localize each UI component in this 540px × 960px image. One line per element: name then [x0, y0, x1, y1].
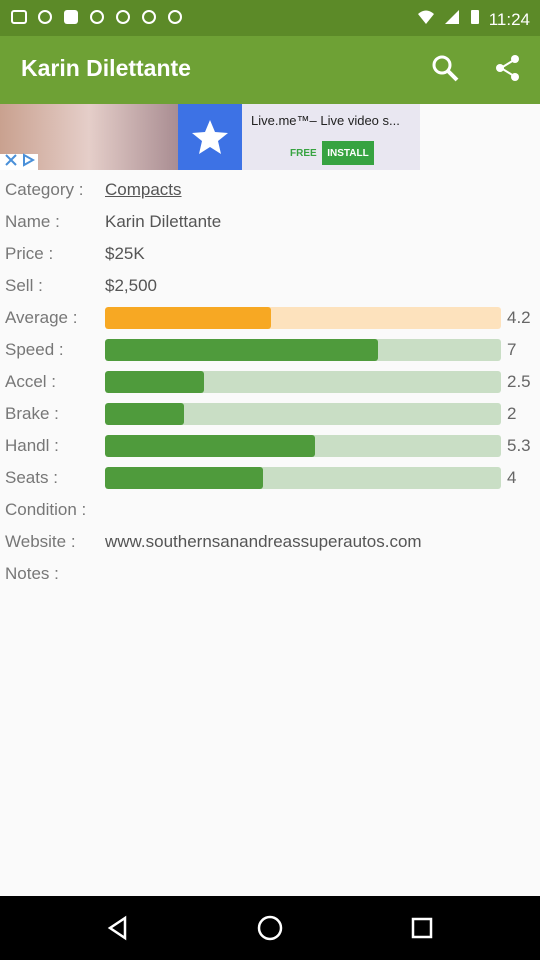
share-button[interactable] [488, 50, 528, 90]
stat-bar-track [105, 467, 501, 489]
ad-free-label: FREE [290, 148, 317, 159]
signal-icon [443, 8, 461, 31]
stat-score: 7 [507, 340, 517, 359]
condition-label: Condition : [5, 500, 87, 519]
stat-row-seats: Seats : 4 [0, 462, 540, 494]
status-time: 11:24 [488, 9, 530, 29]
stat-row-brake: Brake : 2 [0, 398, 540, 430]
price-label: Price : [5, 244, 54, 263]
app-toolbar: Karin Dilettante [0, 36, 540, 104]
stat-label: Seats : [5, 468, 58, 487]
category-label: Category : [5, 180, 84, 199]
notification-icon [62, 8, 80, 26]
stat-row-handling: Handl : 5.3 [0, 430, 540, 462]
back-button[interactable] [100, 912, 136, 948]
stat-score: 2 [507, 404, 517, 423]
recents-icon [408, 914, 436, 947]
battery-icon [469, 8, 481, 31]
sell-label: Sell : [5, 276, 43, 295]
wifi-icon [417, 8, 435, 31]
website-label: Website : [5, 532, 76, 551]
system-navigation-bar [0, 896, 540, 960]
stat-bar-track [105, 339, 501, 361]
home-button[interactable] [252, 912, 288, 948]
live-me-logo-icon [178, 104, 242, 170]
website-value[interactable]: www.southernsanandreassuperautos.com [105, 532, 422, 551]
stat-bar-fill [105, 403, 185, 425]
search-icon [430, 53, 460, 88]
status-bar: 11:24 [0, 0, 540, 36]
notes-label: Notes : [5, 564, 59, 583]
notification-icon [88, 8, 106, 26]
stat-label: Average : [5, 308, 78, 327]
stat-row-accel: Accel : 2.5 [0, 366, 540, 398]
stat-row-average: Average : 4.2 [0, 302, 540, 334]
name-label: Name : [5, 212, 60, 231]
stat-bar-fill [105, 371, 204, 393]
stat-bar-track [105, 435, 501, 457]
notification-icon [166, 8, 184, 26]
notification-icon [10, 8, 28, 26]
share-icon [493, 53, 523, 88]
status-notifications [10, 8, 184, 26]
home-icon [255, 913, 285, 948]
advertisement-banner[interactable]: Live.me™– Live video s... FREE INSTALL [0, 104, 420, 170]
stat-label: Accel : [5, 372, 57, 391]
stat-score: 4.2 [507, 308, 531, 327]
stat-bar-track [105, 307, 501, 329]
price-row: Price : $25K [0, 238, 540, 270]
stat-bar-fill [105, 467, 264, 489]
category-value[interactable]: Compacts [105, 180, 182, 199]
search-button[interactable] [425, 50, 465, 90]
category-row: Category : Compacts [0, 174, 540, 206]
stat-bar-track [105, 403, 501, 425]
recents-button[interactable] [404, 912, 440, 948]
notification-icon [140, 8, 158, 26]
name-value: Karin Dilettante [105, 212, 222, 231]
stat-score: 5.3 [507, 436, 531, 455]
ad-close-controls[interactable] [0, 152, 38, 171]
stat-bar-fill [105, 339, 379, 361]
stat-label: Handl : [5, 436, 59, 455]
sell-row: Sell : $2,500 [0, 270, 540, 302]
status-indicators: 11:24 [417, 8, 530, 31]
stat-bar-fill [105, 307, 272, 329]
ad-install-button[interactable]: INSTALL [322, 141, 374, 165]
sell-value: $2,500 [105, 276, 157, 295]
page-title: Karin Dilettante [21, 55, 191, 81]
back-icon [104, 914, 132, 947]
stat-bar-track [105, 371, 501, 393]
ad-choices-icon[interactable] [21, 152, 35, 171]
ad-title: Live.me™– Live video s... [251, 113, 400, 128]
close-icon[interactable] [4, 153, 18, 171]
stat-label: Speed : [5, 340, 64, 359]
stat-bar-fill [105, 435, 315, 457]
price-value: $25K [105, 244, 145, 263]
condition-row: Condition : [0, 494, 540, 526]
website-row: Website : www.southernsanandreassuperaut… [0, 526, 540, 558]
stat-score: 2.5 [507, 372, 531, 391]
notification-icon [114, 8, 132, 26]
name-row: Name : Karin Dilettante [0, 206, 540, 238]
stat-label: Brake : [5, 404, 59, 423]
notification-icon [36, 8, 54, 26]
stat-row-speed: Speed : 7 [0, 334, 540, 366]
notes-row: Notes : [0, 558, 540, 590]
stat-score: 4 [507, 468, 517, 487]
